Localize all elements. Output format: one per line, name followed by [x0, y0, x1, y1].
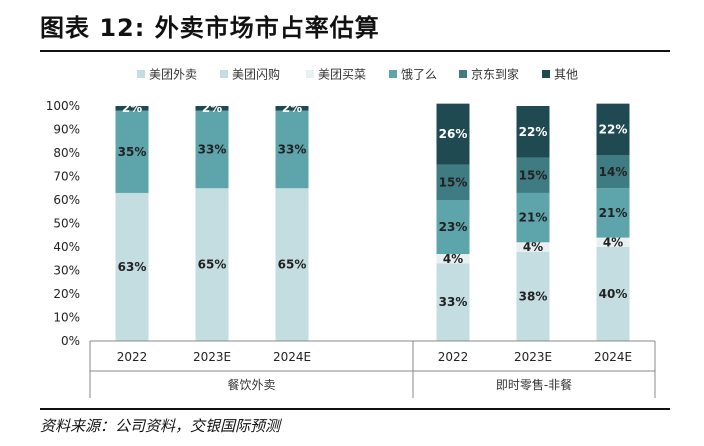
data-label: 63% — [118, 260, 147, 274]
data-label: 4% — [603, 235, 623, 249]
data-label: 4% — [443, 252, 463, 266]
data-label: 65% — [278, 258, 307, 272]
data-label: 33% — [439, 295, 468, 309]
bar-segment — [195, 110, 229, 189]
y-tick-label: 90% — [53, 123, 80, 137]
chart-title: 图表 12: 外卖市场市占率估算 — [40, 14, 380, 42]
bar-segment — [115, 192, 149, 341]
legend-swatch — [389, 70, 397, 78]
x-tick-label: 2023E — [514, 350, 552, 364]
data-label: 15% — [439, 175, 468, 189]
bar-segment — [596, 237, 630, 247]
bar-segment — [596, 155, 630, 189]
x-tick-label: 2022 — [117, 350, 148, 364]
title-rule — [40, 50, 670, 52]
data-label: 21% — [599, 206, 628, 220]
bar-segment — [195, 106, 229, 111]
bar-segment — [516, 106, 550, 158]
x-tick-label: 2022 — [438, 350, 469, 364]
y-tick-label: 10% — [53, 311, 80, 325]
data-label: 35% — [118, 145, 147, 159]
bars: 63% 35% 2% 65% 33% 2% 65% 33% 2% 33% 4% 23% 15% 26% 38… — [115, 101, 630, 341]
data-label: 33% — [278, 142, 307, 156]
bar-segment — [596, 247, 630, 341]
bar-segment — [195, 188, 229, 341]
legend: 美团外卖 美团闪购 美团买菜 饿了么 京东到家 其他 — [137, 67, 578, 82]
y-tick-label: 80% — [53, 146, 80, 160]
bar-segment — [115, 106, 149, 111]
y-tick-label: 0% — [61, 334, 80, 348]
bar-segment — [275, 110, 309, 189]
y-tick-label: 30% — [53, 264, 80, 278]
legend-label: 其他 — [554, 68, 578, 82]
data-label: 2% — [202, 101, 222, 115]
y-tick-label: 60% — [53, 193, 80, 207]
y-tick-label: 20% — [53, 287, 80, 301]
y-tick-label: 100% — [46, 99, 80, 113]
legend-label: 美团闪购 — [232, 67, 280, 82]
legend-label: 饿了么 — [401, 68, 437, 82]
data-label: 33% — [198, 142, 227, 156]
bar-segment — [275, 188, 309, 341]
data-label: 65% — [198, 258, 227, 272]
data-label: 22% — [519, 125, 548, 139]
legend-label: 美团买菜 — [318, 68, 366, 82]
y-tick-label: 70% — [53, 170, 80, 184]
source-rule — [40, 408, 670, 410]
y-axis: 0% 10% 20% 30% 40% 50% 60% 70% 80% 90% 100% — [46, 99, 80, 348]
bar-segment — [516, 242, 550, 252]
bar-segment — [436, 164, 470, 200]
source-note: 资料来源：公司资料，交银国际预测 — [40, 417, 281, 435]
data-label: 26% — [439, 127, 468, 141]
data-label: 21% — [519, 211, 548, 225]
x-tick-label: 2024E — [273, 350, 311, 364]
legend-swatch — [459, 70, 467, 78]
data-label: 14% — [599, 165, 628, 179]
data-label: 40% — [599, 287, 628, 301]
bar-segment — [436, 103, 470, 165]
legend-swatch — [306, 70, 314, 78]
data-label: 23% — [439, 220, 468, 234]
stacked-bar-chart: 美团外卖 美团闪购 美团买菜 饿了么 京东到家 其他 0% 10% 20% 30% 40% 50% 6… — [46, 67, 656, 398]
bar-segment — [436, 254, 470, 264]
bar-segment — [516, 157, 550, 193]
legend-swatch — [220, 70, 228, 78]
data-label: 22% — [599, 123, 628, 137]
bar-segment — [436, 263, 470, 341]
legend-label: 京东到家 — [471, 67, 519, 82]
bar-segment — [516, 192, 550, 243]
data-label: 4% — [523, 240, 543, 254]
x-tick-label: 2023E — [193, 350, 231, 364]
legend-swatch — [137, 70, 145, 78]
group-label: 餐饮外卖 — [227, 377, 275, 392]
data-label: 2% — [282, 101, 302, 115]
bar-segment — [516, 251, 550, 341]
data-label: 15% — [519, 168, 548, 182]
bar-segment — [436, 200, 470, 255]
data-label: 2% — [122, 101, 142, 115]
y-tick-label: 40% — [53, 240, 80, 254]
bar-segment — [596, 103, 630, 156]
bar-segment — [115, 110, 149, 193]
x-axis: 2022 2023E 2024E 2022 2023E 2024E 餐饮外卖 即时零售-非餐 — [89, 340, 656, 398]
legend-label: 美团外卖 — [149, 68, 197, 82]
data-label: 38% — [519, 289, 548, 303]
y-tick-label: 50% — [53, 217, 80, 231]
bar-segment — [596, 188, 630, 238]
legend-swatch — [542, 70, 550, 78]
x-tick-label: 2024E — [594, 350, 632, 364]
bar-segment — [275, 106, 309, 111]
group-label: 即时零售-非餐 — [496, 377, 572, 392]
